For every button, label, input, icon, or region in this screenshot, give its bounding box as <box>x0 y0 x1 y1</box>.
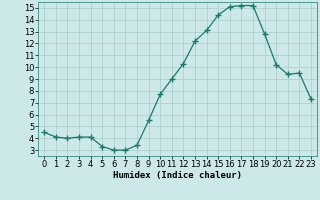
X-axis label: Humidex (Indice chaleur): Humidex (Indice chaleur) <box>113 171 242 180</box>
